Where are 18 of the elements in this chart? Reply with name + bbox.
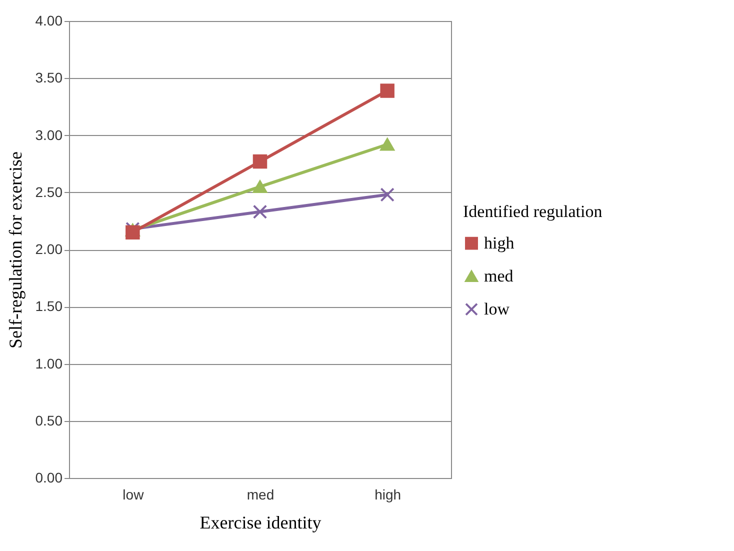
x-tick-label: med: [246, 486, 274, 502]
legend-label: low: [484, 299, 510, 318]
y-axis-title: Self-regulation for exercise: [5, 152, 26, 348]
legend-label: high: [484, 233, 515, 252]
legend-title: Identified regulation: [463, 202, 603, 221]
y-tick-label: 1.50: [35, 298, 63, 314]
x-tick-label: high: [374, 486, 402, 502]
legend-label: med: [484, 266, 514, 286]
y-tick-label: 3.00: [35, 126, 63, 143]
y-tick-label: 0.00: [35, 470, 63, 486]
y-tick-label: 0.50: [35, 412, 63, 428]
x-axis-title: Exercise identity: [200, 512, 322, 532]
y-tick-label: 4.00: [35, 12, 63, 28]
y-tick-label: 3.50: [35, 70, 63, 86]
y-tick-label: 1.00: [35, 355, 63, 372]
x-tick-label: low: [122, 486, 145, 502]
y-tick-label: 2.50: [35, 184, 63, 200]
y-tick-label: 2.00: [35, 241, 63, 257]
